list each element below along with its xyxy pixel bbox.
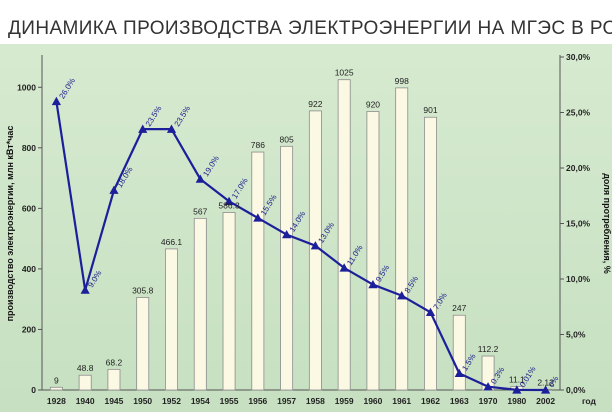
bar — [452, 314, 466, 391]
x-tick-label: 1980 — [507, 396, 526, 406]
share-point-marker — [541, 385, 551, 394]
y-left-tick-label: 200 — [22, 324, 36, 334]
x-tick-label: 1961 — [392, 396, 411, 406]
x-tick-label: 1940 — [76, 396, 95, 406]
share-point-marker — [80, 285, 90, 294]
bar-label: 586.3 — [218, 201, 240, 211]
plot-background — [0, 44, 612, 412]
bar — [424, 116, 437, 391]
x-tick-label: 1963 — [450, 396, 469, 406]
y-left-tick-label: 800 — [22, 143, 36, 153]
bar — [366, 111, 380, 391]
bars — [49, 79, 553, 391]
bar — [337, 79, 351, 391]
y-right-tick-label: 15,0% — [566, 219, 591, 229]
bar-label: 305.8 — [132, 285, 154, 295]
bar — [222, 212, 236, 391]
x-tick-label: 1950 — [133, 396, 152, 406]
y-left-tick-label: 400 — [22, 264, 36, 274]
y-right-tick-label: 20,0% — [566, 163, 591, 173]
bar-label: 567 — [193, 206, 207, 216]
bar — [395, 87, 409, 391]
x-tick-label: 1955 — [220, 396, 239, 406]
share-point-marker — [109, 185, 119, 194]
bar — [280, 145, 294, 391]
share-point-marker — [512, 385, 522, 394]
bar-label: 9 — [54, 375, 59, 385]
bar-label: 112.2 — [478, 344, 499, 354]
y-left-tick-label: 600 — [22, 203, 36, 213]
share-point-marker — [454, 368, 464, 378]
share-point-marker — [483, 382, 493, 391]
share-point-marker — [282, 230, 292, 239]
y-axis-left-label: производство электроэнергии, млн кВт*час — [5, 126, 15, 322]
y-right-tick-label: 0,0% — [566, 385, 586, 395]
x-tick-label: 1957 — [277, 396, 296, 406]
bar — [78, 374, 92, 391]
share-point-marker — [195, 174, 205, 183]
y-right-tick-label: 5,0% — [566, 330, 586, 340]
x-tick-label: 1960 — [363, 396, 382, 406]
share-line-path — [55, 101, 546, 392]
x-tick-label: 1928 — [47, 396, 66, 406]
share-line — [51, 96, 551, 394]
x-tick-label: 1958 — [306, 396, 325, 406]
bar — [193, 217, 207, 391]
share-point-marker — [253, 213, 263, 222]
bar — [136, 297, 150, 391]
y-axis-right-label: доля протребления, % — [602, 173, 612, 274]
share-point-marker — [51, 96, 61, 106]
bar — [165, 248, 178, 391]
x-tick-label: 1952 — [162, 396, 181, 406]
bar-label: 466.1 — [161, 237, 183, 247]
x-tick-label: 1945 — [104, 396, 123, 406]
bar-label: 901 — [423, 105, 437, 115]
bar-label: 11.1 — [509, 375, 525, 385]
bar-label: 920 — [366, 99, 380, 109]
y-left-tick-label: 0 — [31, 385, 36, 395]
bar — [308, 110, 322, 391]
x-tick-label: 1959 — [335, 396, 354, 406]
x-tick-label: 1970 — [479, 396, 498, 406]
bar-label: 2.12 — [537, 377, 554, 387]
bar-label: 247 — [452, 303, 466, 313]
axes: 0 200 400 600 800 1000 0,0% 5,0% 10,0% 15,0% 20,0%… — [5, 52, 612, 406]
bar-label: 48.8 — [77, 363, 94, 373]
bar-label: 922 — [308, 99, 322, 109]
x-tick-label: 2002 — [536, 396, 555, 406]
bar — [251, 151, 265, 391]
chart-title: ДИНАМИКА ПРОИЗВОДСТВА ЭЛЕКТРОЭНЕРГИИ НА … — [8, 18, 612, 39]
bar-label: 68.2 — [106, 357, 123, 367]
x-tick-label: 1956 — [248, 396, 267, 406]
y-left-tick-label: 1000 — [17, 82, 36, 92]
x-tick-label: 1954 — [191, 396, 210, 406]
share-point-marker — [224, 196, 234, 205]
share-point-marker — [310, 241, 320, 250]
bar — [107, 368, 121, 391]
bar-label: 1025 — [335, 68, 354, 78]
share-point-marker — [425, 307, 436, 316]
share-point-marker — [339, 263, 349, 272]
bar-label: 786 — [251, 140, 265, 150]
y-right-tick-label: 30,0% — [566, 52, 591, 62]
share-point-marker — [138, 124, 148, 133]
share-point-marker — [166, 124, 177, 133]
y-right-tick-label: 10,0% — [566, 274, 591, 284]
y-right-tick-label: 25,0% — [566, 108, 591, 118]
share-point-marker — [368, 279, 378, 289]
bar — [49, 386, 63, 391]
x-tick-label: 1962 — [421, 396, 440, 406]
share-point-marker — [397, 291, 407, 300]
bar-label: 805 — [280, 134, 294, 144]
x-axis-label: год — [582, 396, 597, 406]
bar-label: 998 — [395, 76, 409, 86]
